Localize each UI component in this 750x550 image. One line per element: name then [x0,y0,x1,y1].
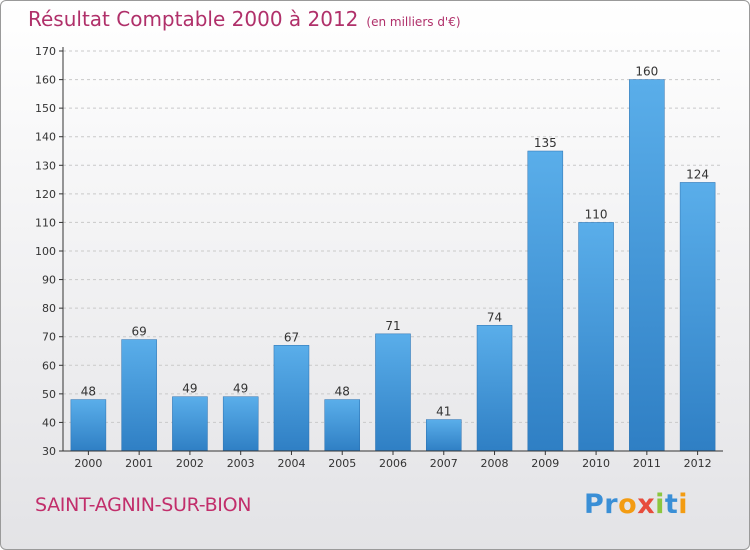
y-tick-label: 170 [35,45,56,58]
bar [426,419,462,452]
logo-letter: r [604,489,619,520]
proxiti-logo: Proxiti [584,489,688,520]
logo-letter: t [664,489,679,520]
bar [578,222,614,452]
bar [679,182,716,452]
bar-value-label: 110 [585,207,608,221]
x-tick-label: 2004 [277,457,305,470]
bar-value-label: 124 [686,167,709,181]
x-tick-label: 2002 [176,457,204,470]
logo-letter: x [637,489,656,520]
x-tick-label: 2006 [379,457,407,470]
y-tick-label: 120 [35,188,56,201]
x-tick-label: 2005 [328,457,356,470]
bar [222,396,259,452]
bar-value-label: 48 [335,385,350,399]
bar-value-label: 67 [284,330,299,344]
x-tick-label: 2009 [531,457,559,470]
y-tick-label: 70 [42,331,56,344]
bar-value-label: 48 [81,385,96,399]
x-tick-label: 2000 [74,457,102,470]
bar [273,345,310,452]
x-tick-label: 2010 [582,457,610,470]
x-tick-label: 2008 [481,457,509,470]
y-tick-label: 80 [42,302,56,315]
bar-value-label: 71 [385,319,400,333]
commune-name: SAINT-AGNIN-SUR-BION [35,494,252,516]
y-tick-label: 110 [35,216,56,229]
bar-value-label: 74 [487,310,502,324]
bar [121,339,157,452]
bar [172,396,208,452]
x-tick-label: 2007 [430,457,458,470]
y-tick-label: 100 [35,245,56,258]
chart-title: Résultat Comptable 2000 à 2012 (en millie… [28,7,461,31]
bar [629,79,665,452]
x-tick-label: 2011 [633,457,661,470]
y-tick-label: 160 [35,74,56,87]
y-tick-label: 150 [35,102,56,115]
bar-value-label: 49 [182,382,197,396]
logo-letter: i [655,489,665,520]
x-tick-label: 2001 [125,457,153,470]
logo-letter: o [618,489,638,520]
bar-value-label: 69 [132,325,147,339]
bar [324,399,360,452]
bar [476,325,513,452]
y-tick-label: 60 [42,359,56,372]
bar [70,399,107,452]
y-tick-label: 50 [42,388,56,401]
x-tick-label: 2003 [227,457,255,470]
logo-letter: P [584,489,605,520]
y-tick-label: 140 [35,131,56,144]
y-tick-label: 40 [42,416,56,429]
bar-value-label: 135 [534,136,557,150]
y-tick-label: 90 [42,274,56,287]
bar-value-label: 160 [635,65,658,79]
chart-subtitle: (en milliers d'€) [366,15,461,29]
bar [375,333,411,452]
logo-letter: i [678,489,689,520]
x-tick-label: 2012 [684,457,712,470]
bar-value-label: 41 [436,405,451,419]
y-tick-label: 130 [35,159,56,172]
bar-value-label: 49 [233,382,248,396]
bar [527,150,564,452]
chart-title-text: Résultat Comptable 2000 à 2012 [28,7,359,31]
y-tick-label: 30 [42,445,56,458]
